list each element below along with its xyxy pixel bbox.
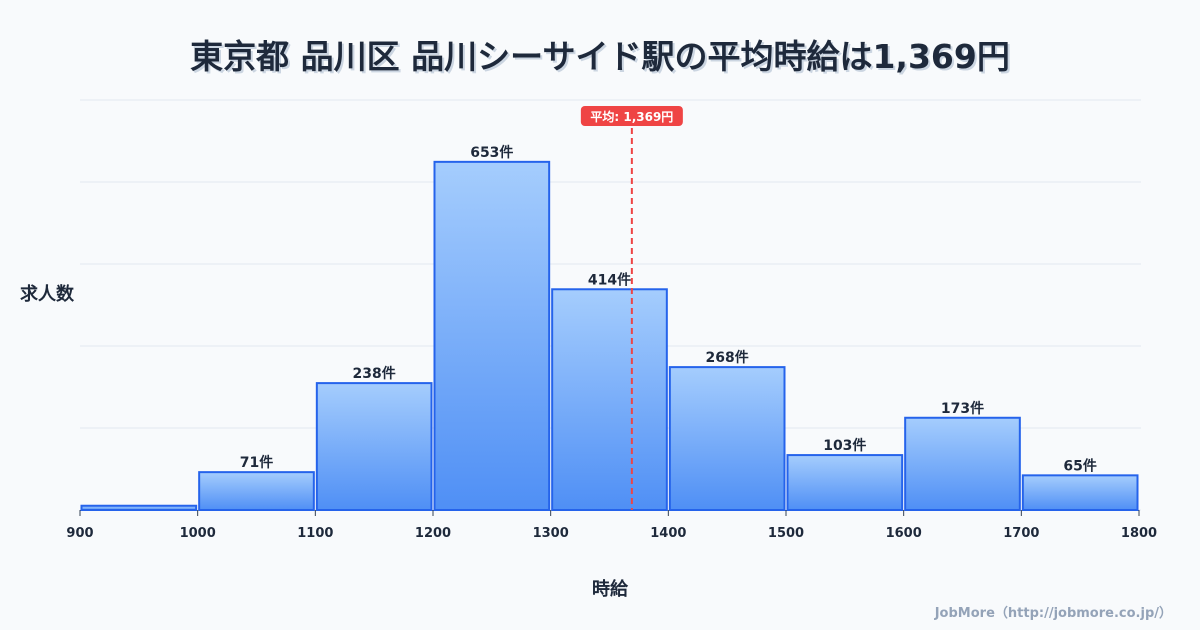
chart-title: 東京都 品川区 品川シーサイド駅の平均時給は1,369円 bbox=[190, 37, 1010, 76]
bar-label: 103件 bbox=[823, 437, 866, 454]
bar bbox=[668, 366, 786, 511]
x-tick-label: 900 bbox=[66, 526, 93, 541]
bar bbox=[551, 288, 668, 512]
x-tick-label: 1300 bbox=[533, 526, 569, 541]
bar-label: 268件 bbox=[706, 349, 749, 366]
x-tick-label: 1000 bbox=[180, 526, 216, 541]
x-tick-label: 1100 bbox=[297, 526, 333, 541]
y-axis-label: 求人数 bbox=[20, 284, 74, 305]
bar bbox=[1021, 474, 1139, 511]
bar-label: 65件 bbox=[1063, 457, 1096, 474]
credit: JobMore（http://jobmore.co.jp/） bbox=[934, 606, 1172, 621]
bar-label: 414件 bbox=[588, 271, 631, 288]
x-tick-label: 1700 bbox=[1003, 526, 1039, 541]
bar bbox=[80, 504, 198, 511]
bar bbox=[786, 454, 904, 512]
x-axis-label: 時給 bbox=[592, 579, 628, 600]
bar bbox=[433, 160, 551, 511]
x-tick-label: 1800 bbox=[1121, 526, 1157, 541]
mean-badge bbox=[580, 106, 683, 126]
x-tick-label: 1400 bbox=[650, 526, 686, 541]
bar bbox=[315, 382, 433, 512]
x-tick-label: 1500 bbox=[768, 526, 804, 541]
bar-label: 71件 bbox=[240, 454, 273, 471]
x-tick-label: 1200 bbox=[415, 526, 451, 541]
bar bbox=[904, 416, 1021, 512]
bar bbox=[198, 471, 315, 511]
x-tick-label: 1600 bbox=[886, 526, 922, 541]
bar-label: 238件 bbox=[353, 365, 396, 382]
bar-label: 653件 bbox=[470, 144, 513, 161]
mean-label: 平均: 1,369円 bbox=[590, 109, 673, 124]
bar-label: 173件 bbox=[941, 400, 984, 417]
